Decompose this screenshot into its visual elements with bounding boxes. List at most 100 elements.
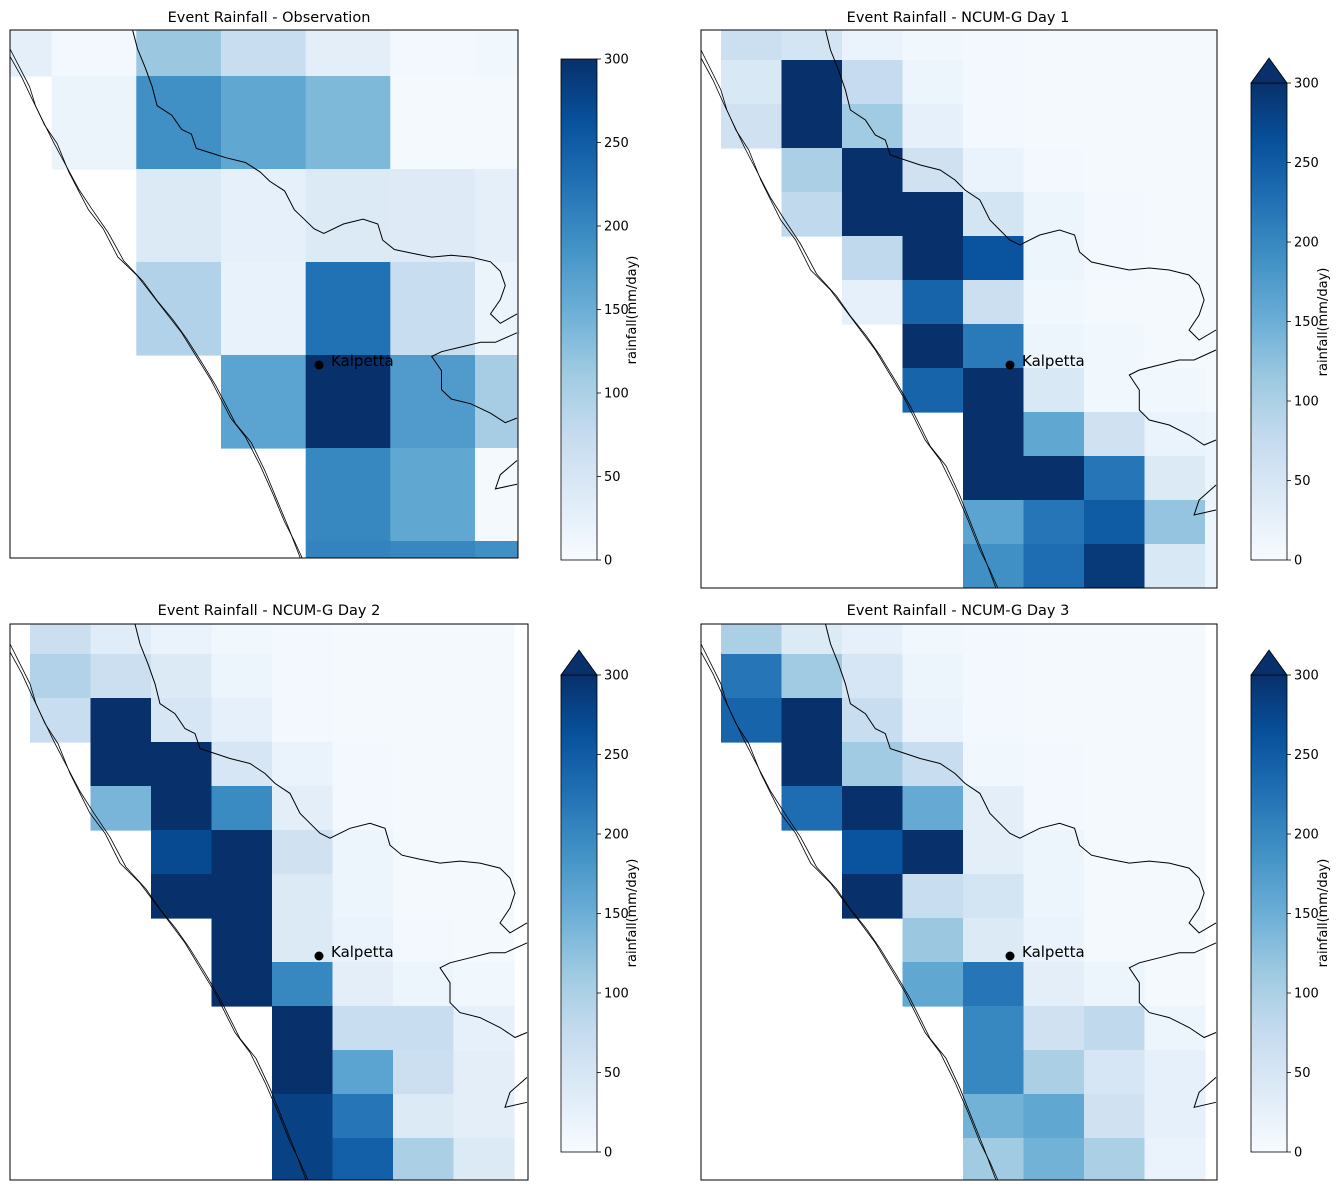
colorbar-extend-arrow bbox=[1250, 57, 1288, 84]
grid-cell bbox=[272, 830, 334, 875]
grid-cell bbox=[475, 448, 518, 542]
colorbar-tick-label: 250 bbox=[604, 136, 629, 151]
colorbar-tick-label: 250 bbox=[1294, 748, 1319, 763]
grid-cell bbox=[1144, 280, 1206, 325]
grid-cell bbox=[332, 654, 394, 699]
district-boundary bbox=[1128, 942, 1217, 1039]
grid-cell bbox=[721, 698, 783, 743]
coastline-inner bbox=[10, 651, 307, 1180]
grid-cell bbox=[1084, 30, 1146, 61]
map-panel-1: Kalpetta Event Rainfall - Observation 0 50 1… bbox=[9, 10, 640, 569]
grid-cell bbox=[1084, 148, 1146, 193]
colorbar-tick-label: 100 bbox=[604, 387, 629, 402]
grid-cell bbox=[842, 874, 904, 919]
grid-cell bbox=[902, 624, 964, 655]
grid-cell bbox=[902, 324, 964, 369]
colorbar-tick-label: 250 bbox=[1294, 156, 1319, 171]
grid-cell bbox=[963, 456, 1025, 501]
grid-cell bbox=[1144, 1094, 1206, 1139]
grid-cell bbox=[963, 786, 1025, 831]
grid-cell bbox=[272, 654, 334, 699]
map-frame bbox=[9, 623, 529, 1181]
grid-cell bbox=[272, 962, 334, 1007]
grid-cell bbox=[1144, 624, 1206, 655]
grid-cell bbox=[393, 1138, 455, 1180]
grid-cell bbox=[1144, 456, 1206, 501]
grid-cell bbox=[332, 962, 394, 1007]
grid-cell bbox=[453, 918, 515, 963]
grid-cell bbox=[902, 654, 964, 699]
grid-cell bbox=[1084, 280, 1146, 325]
grid-cell bbox=[305, 448, 391, 542]
grid-cell bbox=[211, 830, 273, 875]
grid-cell bbox=[475, 76, 518, 170]
grid-cell bbox=[1144, 1138, 1206, 1180]
kalpetta-label: Kalpetta bbox=[331, 352, 394, 370]
kalpetta-label: Kalpetta bbox=[1022, 352, 1085, 370]
grid-cell bbox=[902, 192, 964, 237]
colorbar-label: rainfall(mm/day) bbox=[625, 859, 640, 968]
grid-cell bbox=[1023, 456, 1085, 501]
grid-cell bbox=[393, 830, 455, 875]
grid-cell bbox=[1144, 324, 1206, 369]
grid-cell bbox=[1023, 786, 1085, 831]
grid-cell bbox=[902, 742, 964, 787]
grid-cell bbox=[30, 698, 92, 743]
grid-cell bbox=[393, 742, 455, 787]
panel-title: Event Rainfall - NCUM-G Day 1 bbox=[847, 10, 1070, 26]
grid-cell bbox=[305, 541, 391, 558]
grid-cell bbox=[1084, 1006, 1146, 1051]
grid-cell bbox=[1024, 1182, 1085, 1190]
grid-cell bbox=[393, 654, 455, 699]
grid-cell bbox=[963, 236, 1025, 281]
grid-cell bbox=[1023, 1138, 1085, 1180]
colorbar-tick-label: 200 bbox=[1294, 236, 1319, 251]
grid-cell bbox=[1205, 192, 1217, 237]
grid-cell bbox=[1023, 368, 1085, 413]
grid-cell bbox=[475, 30, 518, 77]
colorbar-tick-label: 100 bbox=[1294, 395, 1319, 410]
grid-cell bbox=[90, 698, 152, 743]
grid-cell bbox=[136, 76, 222, 170]
grid-cell bbox=[211, 654, 273, 699]
grid-cell bbox=[902, 60, 964, 105]
colorbar-tick-label: 50 bbox=[604, 1066, 621, 1081]
grid-cell bbox=[390, 76, 476, 170]
grid-cell bbox=[902, 874, 964, 919]
colorbar-scale bbox=[1250, 82, 1288, 561]
grid-cell bbox=[1205, 236, 1217, 281]
grid-cell bbox=[963, 412, 1025, 457]
grid-cell bbox=[272, 1006, 334, 1051]
grid-cell bbox=[221, 30, 307, 77]
grid-cell bbox=[781, 148, 843, 193]
colorbar-tick-label: 300 bbox=[1294, 77, 1319, 92]
panel-title: Event Rainfall - Observation bbox=[168, 10, 371, 26]
district-boundary-south bbox=[494, 460, 518, 490]
grid-cell bbox=[151, 698, 213, 743]
grid-cell bbox=[1145, 1182, 1206, 1190]
colorbar: 0 50 100 150 200 250 300 rainfall(mm/day) bbox=[1250, 57, 1331, 569]
grid-cell bbox=[963, 60, 1025, 105]
grid-cell bbox=[1144, 742, 1206, 787]
grid-cell bbox=[902, 962, 964, 1007]
grid-cell bbox=[1023, 148, 1085, 193]
grid-cell bbox=[151, 786, 213, 831]
map-frame bbox=[700, 623, 1218, 1181]
kalpetta-label: Kalpetta bbox=[1022, 943, 1085, 961]
grid-cell bbox=[1023, 544, 1085, 588]
grid-cell bbox=[842, 742, 904, 787]
grid-cell bbox=[136, 169, 222, 263]
district-boundary-south bbox=[1193, 1077, 1217, 1108]
grid-cell bbox=[902, 236, 964, 281]
colorbar-label: rainfall(mm/day) bbox=[1316, 268, 1331, 377]
grid-cell bbox=[90, 742, 152, 787]
grid-cell bbox=[1144, 654, 1206, 699]
colorbar-scale bbox=[560, 674, 598, 1153]
grid-cell bbox=[136, 30, 222, 77]
grid-cell bbox=[453, 786, 515, 831]
colorbar-scale bbox=[1250, 674, 1288, 1153]
grid-cell bbox=[842, 624, 904, 655]
grid-cell bbox=[475, 169, 518, 263]
kalpetta-label: Kalpetta bbox=[331, 943, 394, 961]
grid-cell bbox=[453, 1138, 515, 1180]
